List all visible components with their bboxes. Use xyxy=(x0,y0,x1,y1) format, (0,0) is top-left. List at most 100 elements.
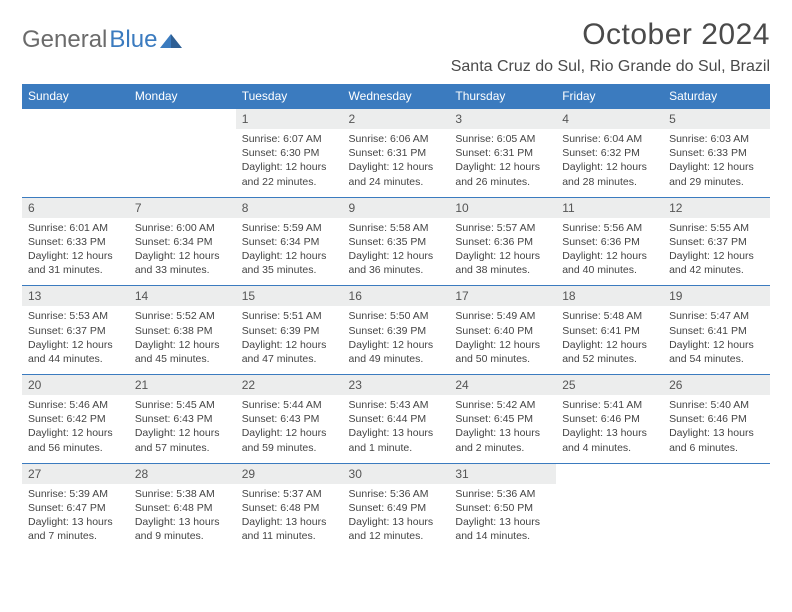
day-content-cell: Sunrise: 5:41 AMSunset: 6:46 PMDaylight:… xyxy=(556,395,663,463)
sunrise-text: Sunrise: 6:06 AM xyxy=(349,132,444,146)
day-content-cell: Sunrise: 6:06 AMSunset: 6:31 PMDaylight:… xyxy=(343,129,450,197)
dow-header-cell: Wednesday xyxy=(343,84,450,109)
day-content-cell: Sunrise: 5:40 AMSunset: 6:46 PMDaylight:… xyxy=(663,395,770,463)
sunrise-text: Sunrise: 5:42 AM xyxy=(455,398,550,412)
day-content-cell: Sunrise: 5:44 AMSunset: 6:43 PMDaylight:… xyxy=(236,395,343,463)
sunrise-text: Sunrise: 6:07 AM xyxy=(242,132,337,146)
day-content-cell: Sunrise: 6:00 AMSunset: 6:34 PMDaylight:… xyxy=(129,218,236,286)
sunset-text: Sunset: 6:37 PM xyxy=(28,324,123,338)
calendar-page: GeneralBlue October 2024 Santa Cruz do S… xyxy=(0,0,792,561)
day-content-cell: Sunrise: 5:48 AMSunset: 6:41 PMDaylight:… xyxy=(556,306,663,374)
day-content-cell: Sunrise: 5:57 AMSunset: 6:36 PMDaylight:… xyxy=(449,218,556,286)
sunset-text: Sunset: 6:31 PM xyxy=(349,146,444,160)
day-content-cell: Sunrise: 5:59 AMSunset: 6:34 PMDaylight:… xyxy=(236,218,343,286)
sunrise-text: Sunrise: 5:53 AM xyxy=(28,309,123,323)
day-content-cell: Sunrise: 5:43 AMSunset: 6:44 PMDaylight:… xyxy=(343,395,450,463)
sunset-text: Sunset: 6:43 PM xyxy=(242,412,337,426)
daynum-cell: 4 xyxy=(556,109,663,129)
sunset-text: Sunset: 6:39 PM xyxy=(242,324,337,338)
day-content-cell xyxy=(663,484,770,552)
daynum-cell: 1 xyxy=(236,109,343,129)
sunset-text: Sunset: 6:31 PM xyxy=(455,146,550,160)
day-content-cell: Sunrise: 5:45 AMSunset: 6:43 PMDaylight:… xyxy=(129,395,236,463)
day-content-cell xyxy=(22,129,129,197)
sunset-text: Sunset: 6:33 PM xyxy=(28,235,123,249)
daylight-text: Daylight: 13 hours and 11 minutes. xyxy=(242,515,337,543)
sunset-text: Sunset: 6:49 PM xyxy=(349,501,444,515)
daynum-row: 13141516171819 xyxy=(22,286,770,306)
daynum-cell: 15 xyxy=(236,286,343,306)
sunset-text: Sunset: 6:38 PM xyxy=(135,324,230,338)
daynum-cell xyxy=(556,464,663,484)
sunset-text: Sunset: 6:33 PM xyxy=(669,146,764,160)
day-content-row: Sunrise: 5:39 AMSunset: 6:47 PM Daylight:… xyxy=(22,484,770,552)
daynum-cell: 28 xyxy=(129,464,236,484)
sunset-text: Sunset: 6:47 PM xyxy=(28,501,123,515)
daynum-cell: 10 xyxy=(449,198,556,218)
day-content-row: Sunrise: 6:01 AMSunset: 6:33 PMDaylight:… xyxy=(22,218,770,286)
month-title: October 2024 xyxy=(451,18,770,52)
daynum-cell: 5 xyxy=(663,109,770,129)
day-content-cell: Sunrise: 5:55 AMSunset: 6:37 PMDaylight:… xyxy=(663,218,770,286)
dow-header-cell: Sunday xyxy=(22,84,129,109)
daynum-cell: 29 xyxy=(236,464,343,484)
sunset-text: Sunset: 6:36 PM xyxy=(455,235,550,249)
sunrise-text: Sunrise: 5:47 AM xyxy=(669,309,764,323)
logo-mark-icon xyxy=(160,29,182,47)
day-content-cell: Sunrise: 6:03 AMSunset: 6:33 PMDaylight:… xyxy=(663,129,770,197)
daynum-cell: 18 xyxy=(556,286,663,306)
daynum-cell: 12 xyxy=(663,198,770,218)
day-content-cell: Sunrise: 5:38 AMSunset: 6:48 PMDaylight:… xyxy=(129,484,236,552)
sunset-text: Sunset: 6:35 PM xyxy=(349,235,444,249)
sunrise-text: Sunrise: 5:43 AM xyxy=(349,398,444,412)
sunrise-text: Sunrise: 5:44 AM xyxy=(242,398,337,412)
daylight-text: Daylight: 13 hours and 9 minutes. xyxy=(135,515,230,543)
title-block: October 2024 Santa Cruz do Sul, Rio Gran… xyxy=(451,18,770,76)
sunrise-text: Sunrise: 6:04 AM xyxy=(562,132,657,146)
sunset-text: Sunset: 6:41 PM xyxy=(669,324,764,338)
daylight-text: Daylight: 13 hours and 14 minutes. xyxy=(455,515,550,543)
day-content-cell: Sunrise: 5:52 AMSunset: 6:38 PMDaylight:… xyxy=(129,306,236,374)
daylight-text: Daylight: 12 hours and 50 minutes. xyxy=(455,338,550,366)
daynum-row: 6789101112 xyxy=(22,198,770,218)
sunrise-text: Sunrise: 5:36 AM xyxy=(455,487,550,501)
day-content-cell: Sunrise: 5:37 AMSunset: 6:48 PMDaylight:… xyxy=(236,484,343,552)
sunrise-text: Sunrise: 5:55 AM xyxy=(669,221,764,235)
day-content-cell: Sunrise: 5:53 AMSunset: 6:37 PMDaylight:… xyxy=(22,306,129,374)
sunset-text: Sunset: 6:34 PM xyxy=(242,235,337,249)
sunset-text: Sunset: 6:46 PM xyxy=(562,412,657,426)
daylight-text: Daylight: 12 hours and 44 minutes. xyxy=(28,338,123,366)
daylight-text: Daylight: 12 hours and 33 minutes. xyxy=(135,249,230,277)
sunset-text: Sunset: 6:30 PM xyxy=(242,146,337,160)
daynum-row: 2728293031 xyxy=(22,464,770,484)
sunrise-text: Sunrise: 6:03 AM xyxy=(669,132,764,146)
daylight-text: Daylight: 12 hours and 38 minutes. xyxy=(455,249,550,277)
daynum-cell xyxy=(129,109,236,129)
brand-name-a: General xyxy=(22,26,107,54)
daylight-text: Daylight: 12 hours and 29 minutes. xyxy=(669,160,764,188)
daylight-text: Daylight: 12 hours and 59 minutes. xyxy=(242,426,337,454)
day-content-cell: Sunrise: 6:05 AMSunset: 6:31 PMDaylight:… xyxy=(449,129,556,197)
daylight-text: Daylight: 13 hours and 6 minutes. xyxy=(669,426,764,454)
daynum-cell: 27 xyxy=(22,464,129,484)
sunrise-text: Sunrise: 5:45 AM xyxy=(135,398,230,412)
daylight-text: Daylight: 12 hours and 54 minutes. xyxy=(669,338,764,366)
daylight-text: Daylight: 12 hours and 28 minutes. xyxy=(562,160,657,188)
sunrise-text: Sunrise: 5:48 AM xyxy=(562,309,657,323)
daylight-text: Daylight: 12 hours and 49 minutes. xyxy=(349,338,444,366)
sunset-text: Sunset: 6:46 PM xyxy=(669,412,764,426)
day-content-row: Sunrise: 6:07 AMSunset: 6:30 PM Daylight:… xyxy=(22,129,770,197)
header: GeneralBlue October 2024 Santa Cruz do S… xyxy=(22,18,770,76)
daynum-cell xyxy=(22,109,129,129)
daylight-text: Daylight: 12 hours and 56 minutes. xyxy=(28,426,123,454)
sunrise-text: Sunrise: 5:39 AM xyxy=(28,487,123,501)
day-content-cell: Sunrise: 5:51 AMSunset: 6:39 PMDaylight:… xyxy=(236,306,343,374)
dow-header-row: SundayMondayTuesdayWednesdayThursdayFrid… xyxy=(22,84,770,109)
daylight-text: Daylight: 12 hours and 24 minutes. xyxy=(349,160,444,188)
day-content-cell: Sunrise: 6:01 AMSunset: 6:33 PMDaylight:… xyxy=(22,218,129,286)
day-content-cell: Sunrise: 5:36 AMSunset: 6:50 PMDaylight:… xyxy=(449,484,556,552)
sunset-text: Sunset: 6:45 PM xyxy=(455,412,550,426)
daynum-cell: 13 xyxy=(22,286,129,306)
daylight-text: Daylight: 12 hours and 35 minutes. xyxy=(242,249,337,277)
daynum-cell: 8 xyxy=(236,198,343,218)
